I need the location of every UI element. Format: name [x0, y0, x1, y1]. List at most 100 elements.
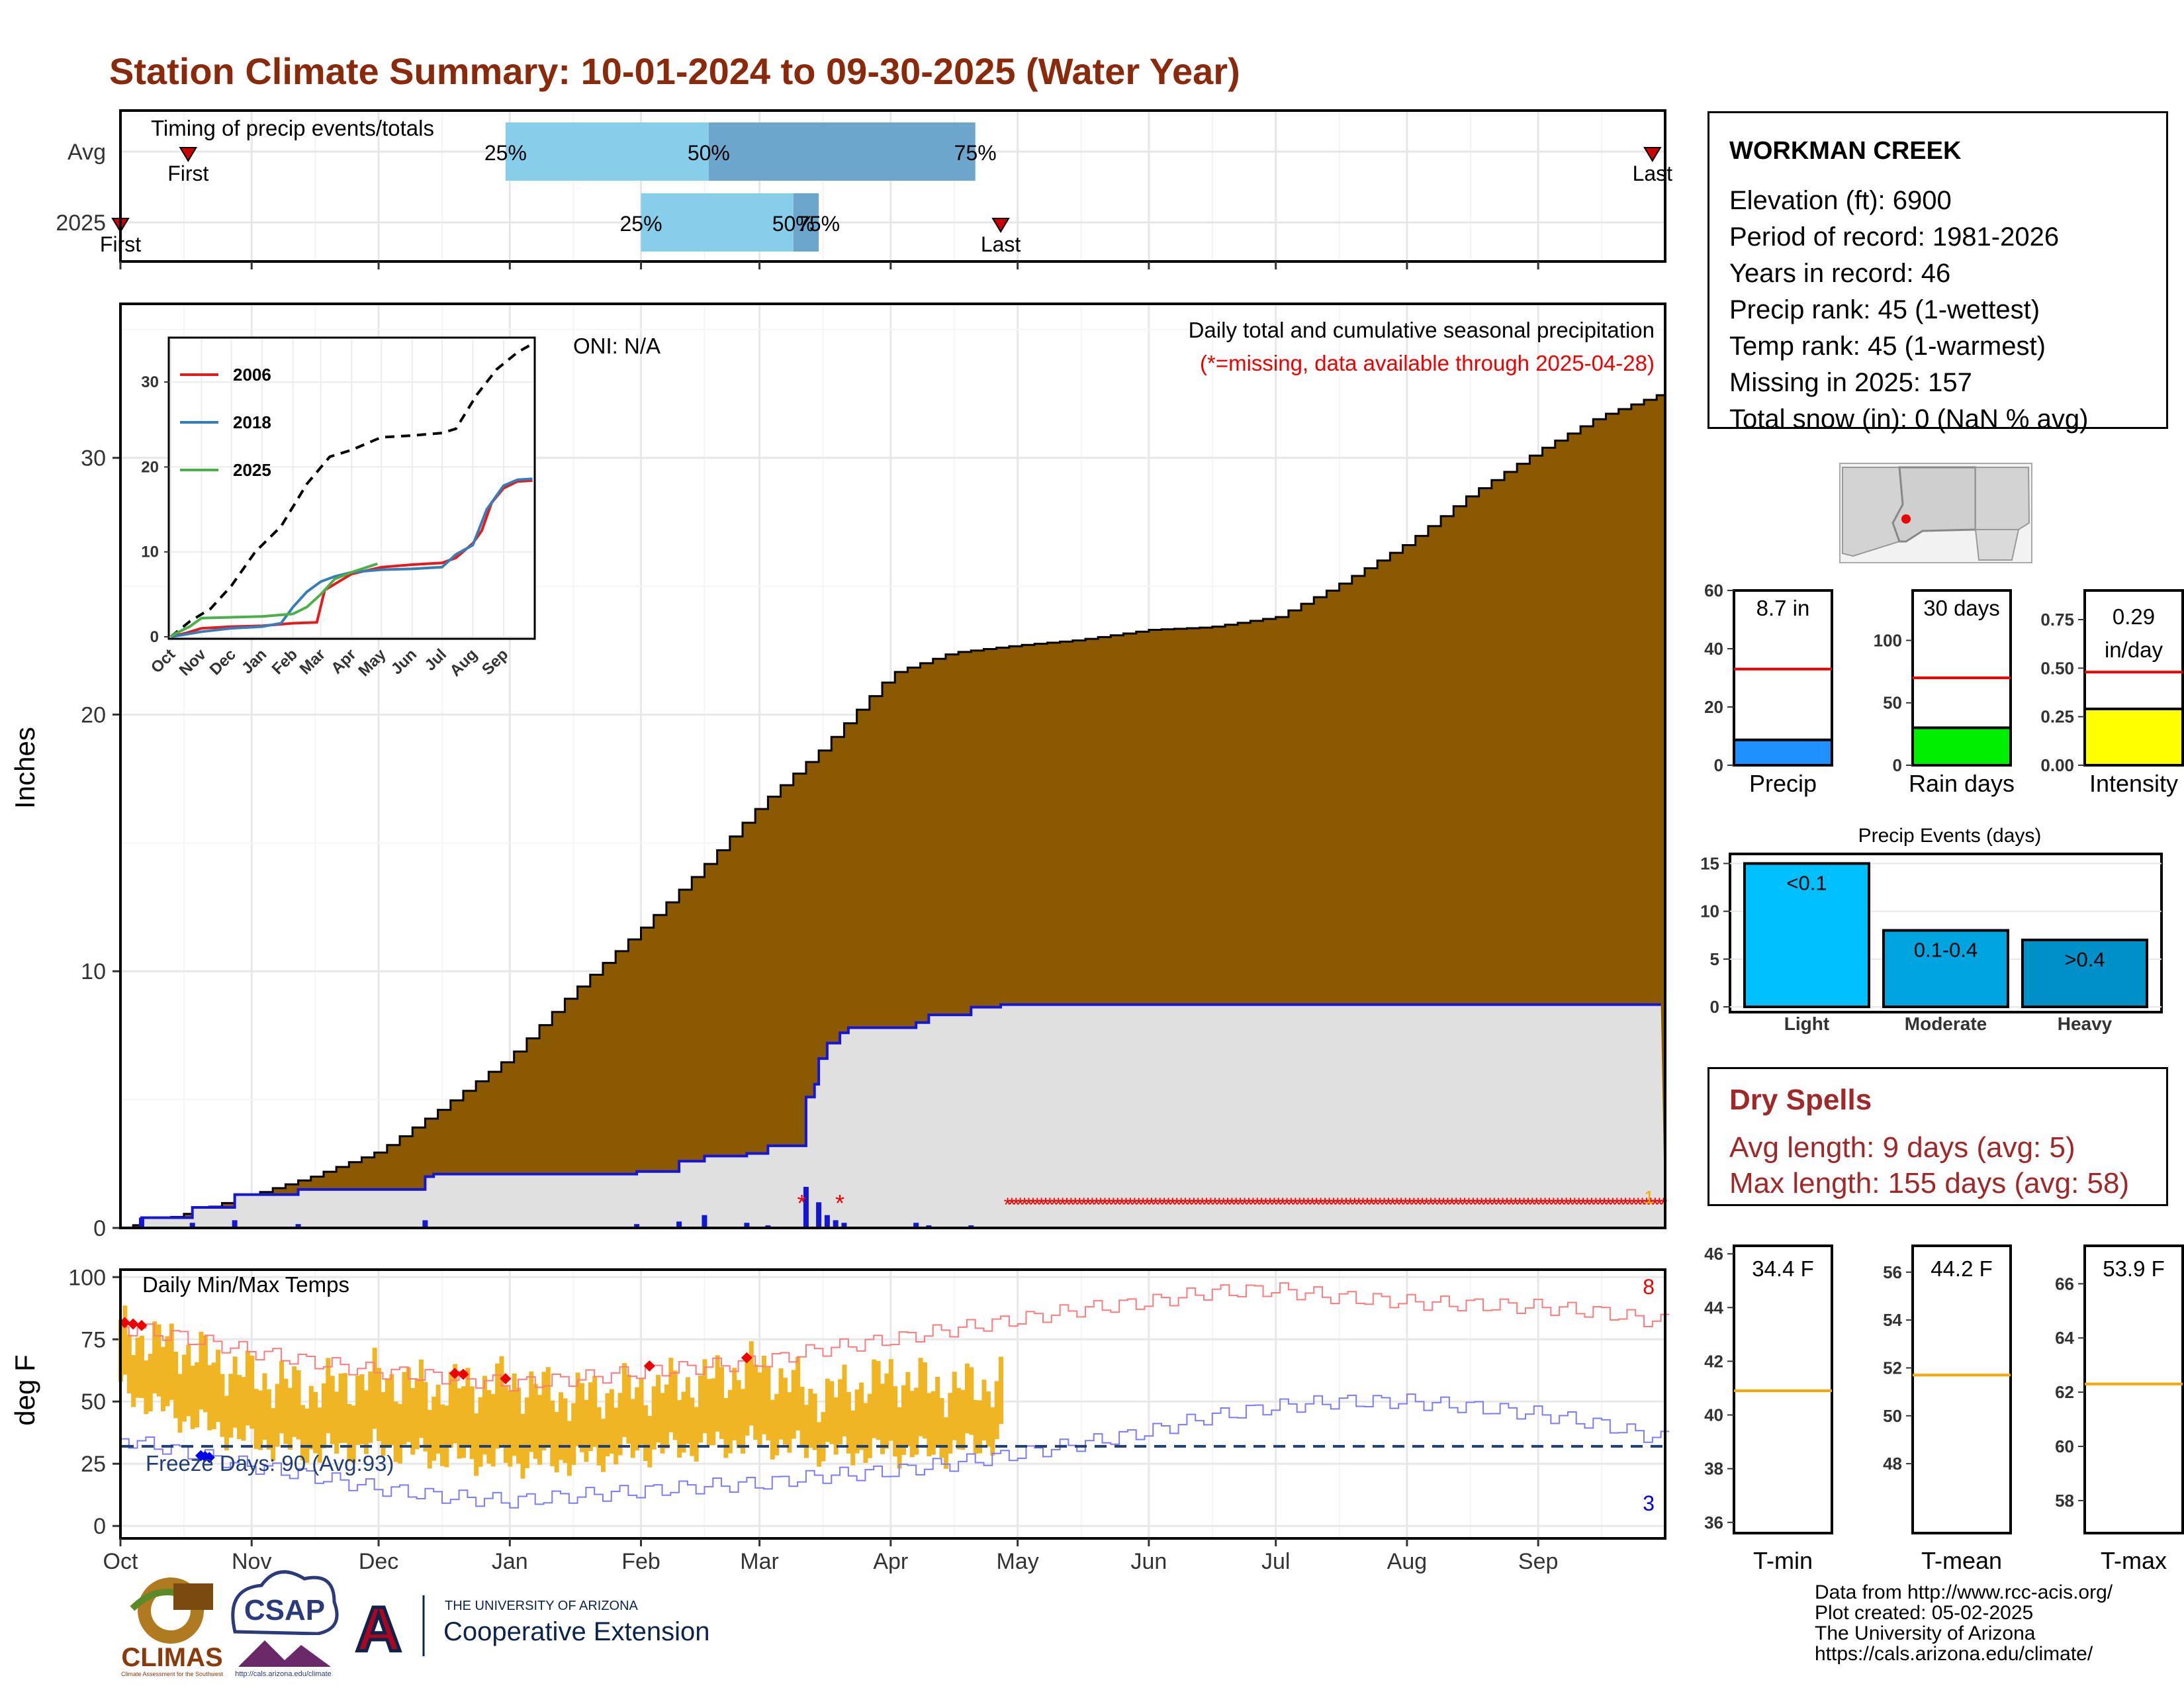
daily-precip-bar: [422, 1220, 428, 1228]
missing-day-marker: *: [1105, 1194, 1113, 1216]
gauge-y-tick-label: 0.00: [2040, 755, 2074, 775]
precip-y-label: Inches: [9, 727, 40, 809]
observed-temp-bar: [897, 1407, 902, 1469]
missing-day-marker: *: [1025, 1194, 1033, 1216]
observed-temp-bar: [253, 1389, 259, 1449]
observed-temp-bar: [745, 1358, 750, 1436]
temp-panel-frame: [119, 1268, 1666, 1540]
missing-day-marker: *: [1376, 1194, 1384, 1216]
missing-day-marker: *: [1089, 1194, 1097, 1216]
observed-temp-bar: [414, 1378, 420, 1450]
missing-day-marker: *: [1469, 1194, 1477, 1216]
missing-day-marker: *: [1321, 1194, 1329, 1216]
tgauge-y-tick-label: 46: [1704, 1244, 1723, 1264]
observed-temp-bar: [588, 1382, 593, 1452]
missing-day-marker: *: [1541, 1194, 1549, 1216]
observed-temp-bar: [922, 1362, 927, 1439]
observed-temp-bar: [461, 1386, 466, 1458]
gauge-category-label: Intensity: [2089, 770, 2178, 797]
month-tick-label: May: [997, 1549, 1039, 1574]
observed-temp-bar: [909, 1391, 915, 1458]
observed-temp-bar: [863, 1403, 868, 1463]
missing-day-marker: *: [1435, 1194, 1443, 1216]
observed-temp-bar: [474, 1413, 479, 1476]
observed-temp-bar: [439, 1404, 445, 1466]
observed-temp-bar: [313, 1391, 318, 1454]
missing-day-marker: *: [1575, 1194, 1583, 1216]
missing-day-marker: *: [1457, 1194, 1465, 1216]
daily-precip-bar: [634, 1224, 640, 1228]
observed-temp-bar: [842, 1364, 847, 1436]
month-tick-label: Feb: [621, 1549, 660, 1574]
observed-temp-bar: [677, 1400, 682, 1458]
observed-temp-bar: [457, 1388, 462, 1459]
missing-day-marker: *: [1334, 1194, 1342, 1216]
precip-y-tick-label: 20: [81, 702, 106, 727]
gauge-y-tick-label: 0.75: [2040, 610, 2074, 630]
current-cumulative-line: [120, 1003, 1661, 1229]
avg-min-line: [120, 1393, 1670, 1509]
missing-day-marker: *: [1605, 1194, 1613, 1216]
observed-temp-bar: [563, 1398, 568, 1464]
observed-temp-bar: [368, 1371, 373, 1443]
observed-temp-bar: [381, 1392, 386, 1456]
record-high-marker: [500, 1373, 512, 1385]
observed-temp-bar: [195, 1362, 200, 1428]
precip-y-tick-label: 10: [81, 959, 106, 984]
tgauge-value-label: 44.2 F: [1931, 1256, 1993, 1281]
timing-first-label: First: [167, 162, 208, 185]
observed-temp-bar: [241, 1377, 246, 1441]
observed-temp-bar: [859, 1382, 864, 1450]
missing-day-marker: *: [1046, 1194, 1054, 1216]
observed-temp-bar: [668, 1358, 674, 1432]
record-high-marker: [449, 1368, 461, 1380]
observed-temp-bar: [486, 1390, 492, 1464]
inset-x-tick-label: Apr: [328, 645, 359, 677]
observed-temp-bar: [135, 1337, 140, 1398]
observed-temp-bar: [614, 1407, 619, 1465]
observed-temp-bar: [905, 1372, 911, 1446]
tgauge-y-tick-label: 62: [2055, 1382, 2074, 1402]
missing-day-marker: *: [1402, 1194, 1410, 1216]
observed-temp-bar: [177, 1374, 183, 1433]
missing-day-marker: *: [1148, 1194, 1156, 1216]
gauge-bar: [2083, 707, 2184, 767]
missing-day-marker: *: [1160, 1194, 1168, 1216]
missing-day-marker: *: [1215, 1194, 1223, 1216]
observed-temp-bar: [372, 1347, 377, 1429]
missing-day-marker: *: [1359, 1194, 1367, 1216]
tgauge-y-tick-label: 64: [2055, 1328, 2074, 1348]
observed-temp-bar: [651, 1386, 657, 1450]
observed-temp-bar: [326, 1358, 331, 1434]
missing-day-marker: *: [1482, 1194, 1490, 1216]
observed-temp-bar: [956, 1387, 962, 1450]
missing-day-marker: *: [1122, 1194, 1130, 1216]
csap-wordmark: CSAP: [244, 1594, 325, 1626]
observed-temp-bar: [220, 1374, 225, 1437]
daily-precip-bar: [189, 1223, 195, 1228]
credits: Data from http://www.rcc-acis.org/ Plot …: [1815, 1582, 2113, 1664]
gauge-y-tick-label: 0.25: [2040, 707, 2074, 727]
missing-day-marker: *: [1203, 1194, 1210, 1216]
missing-day-marker: *: [1220, 1194, 1228, 1216]
inset-x-tick-label: May: [355, 645, 390, 680]
missing-day-marker: *: [1279, 1194, 1287, 1216]
current-cumulative-area: [120, 1004, 1665, 1228]
missing-day-marker: *: [1228, 1194, 1236, 1216]
missing-day-marker: *: [1617, 1194, 1625, 1216]
daily-precip-bar: [816, 1202, 822, 1228]
observed-temp-bar: [685, 1377, 690, 1444]
missing-count: 1: [1644, 1187, 1655, 1207]
missing-day-marker: *: [1017, 1194, 1024, 1216]
observed-temp-bar: [753, 1364, 758, 1440]
observed-temp-bar: [453, 1364, 458, 1444]
observed-temp-bar: [529, 1371, 534, 1452]
precip-y-tick-label: 30: [81, 446, 106, 471]
daily-precip-bar: [138, 1217, 144, 1228]
observed-temp-bar: [978, 1400, 983, 1454]
missing-day-marker: *: [835, 1190, 844, 1217]
observed-temp-bar: [567, 1421, 572, 1476]
observed-temp-bar: [575, 1372, 580, 1446]
inset-x-tick-label: Nov: [176, 645, 210, 680]
missing-day-marker: *: [1494, 1194, 1502, 1216]
